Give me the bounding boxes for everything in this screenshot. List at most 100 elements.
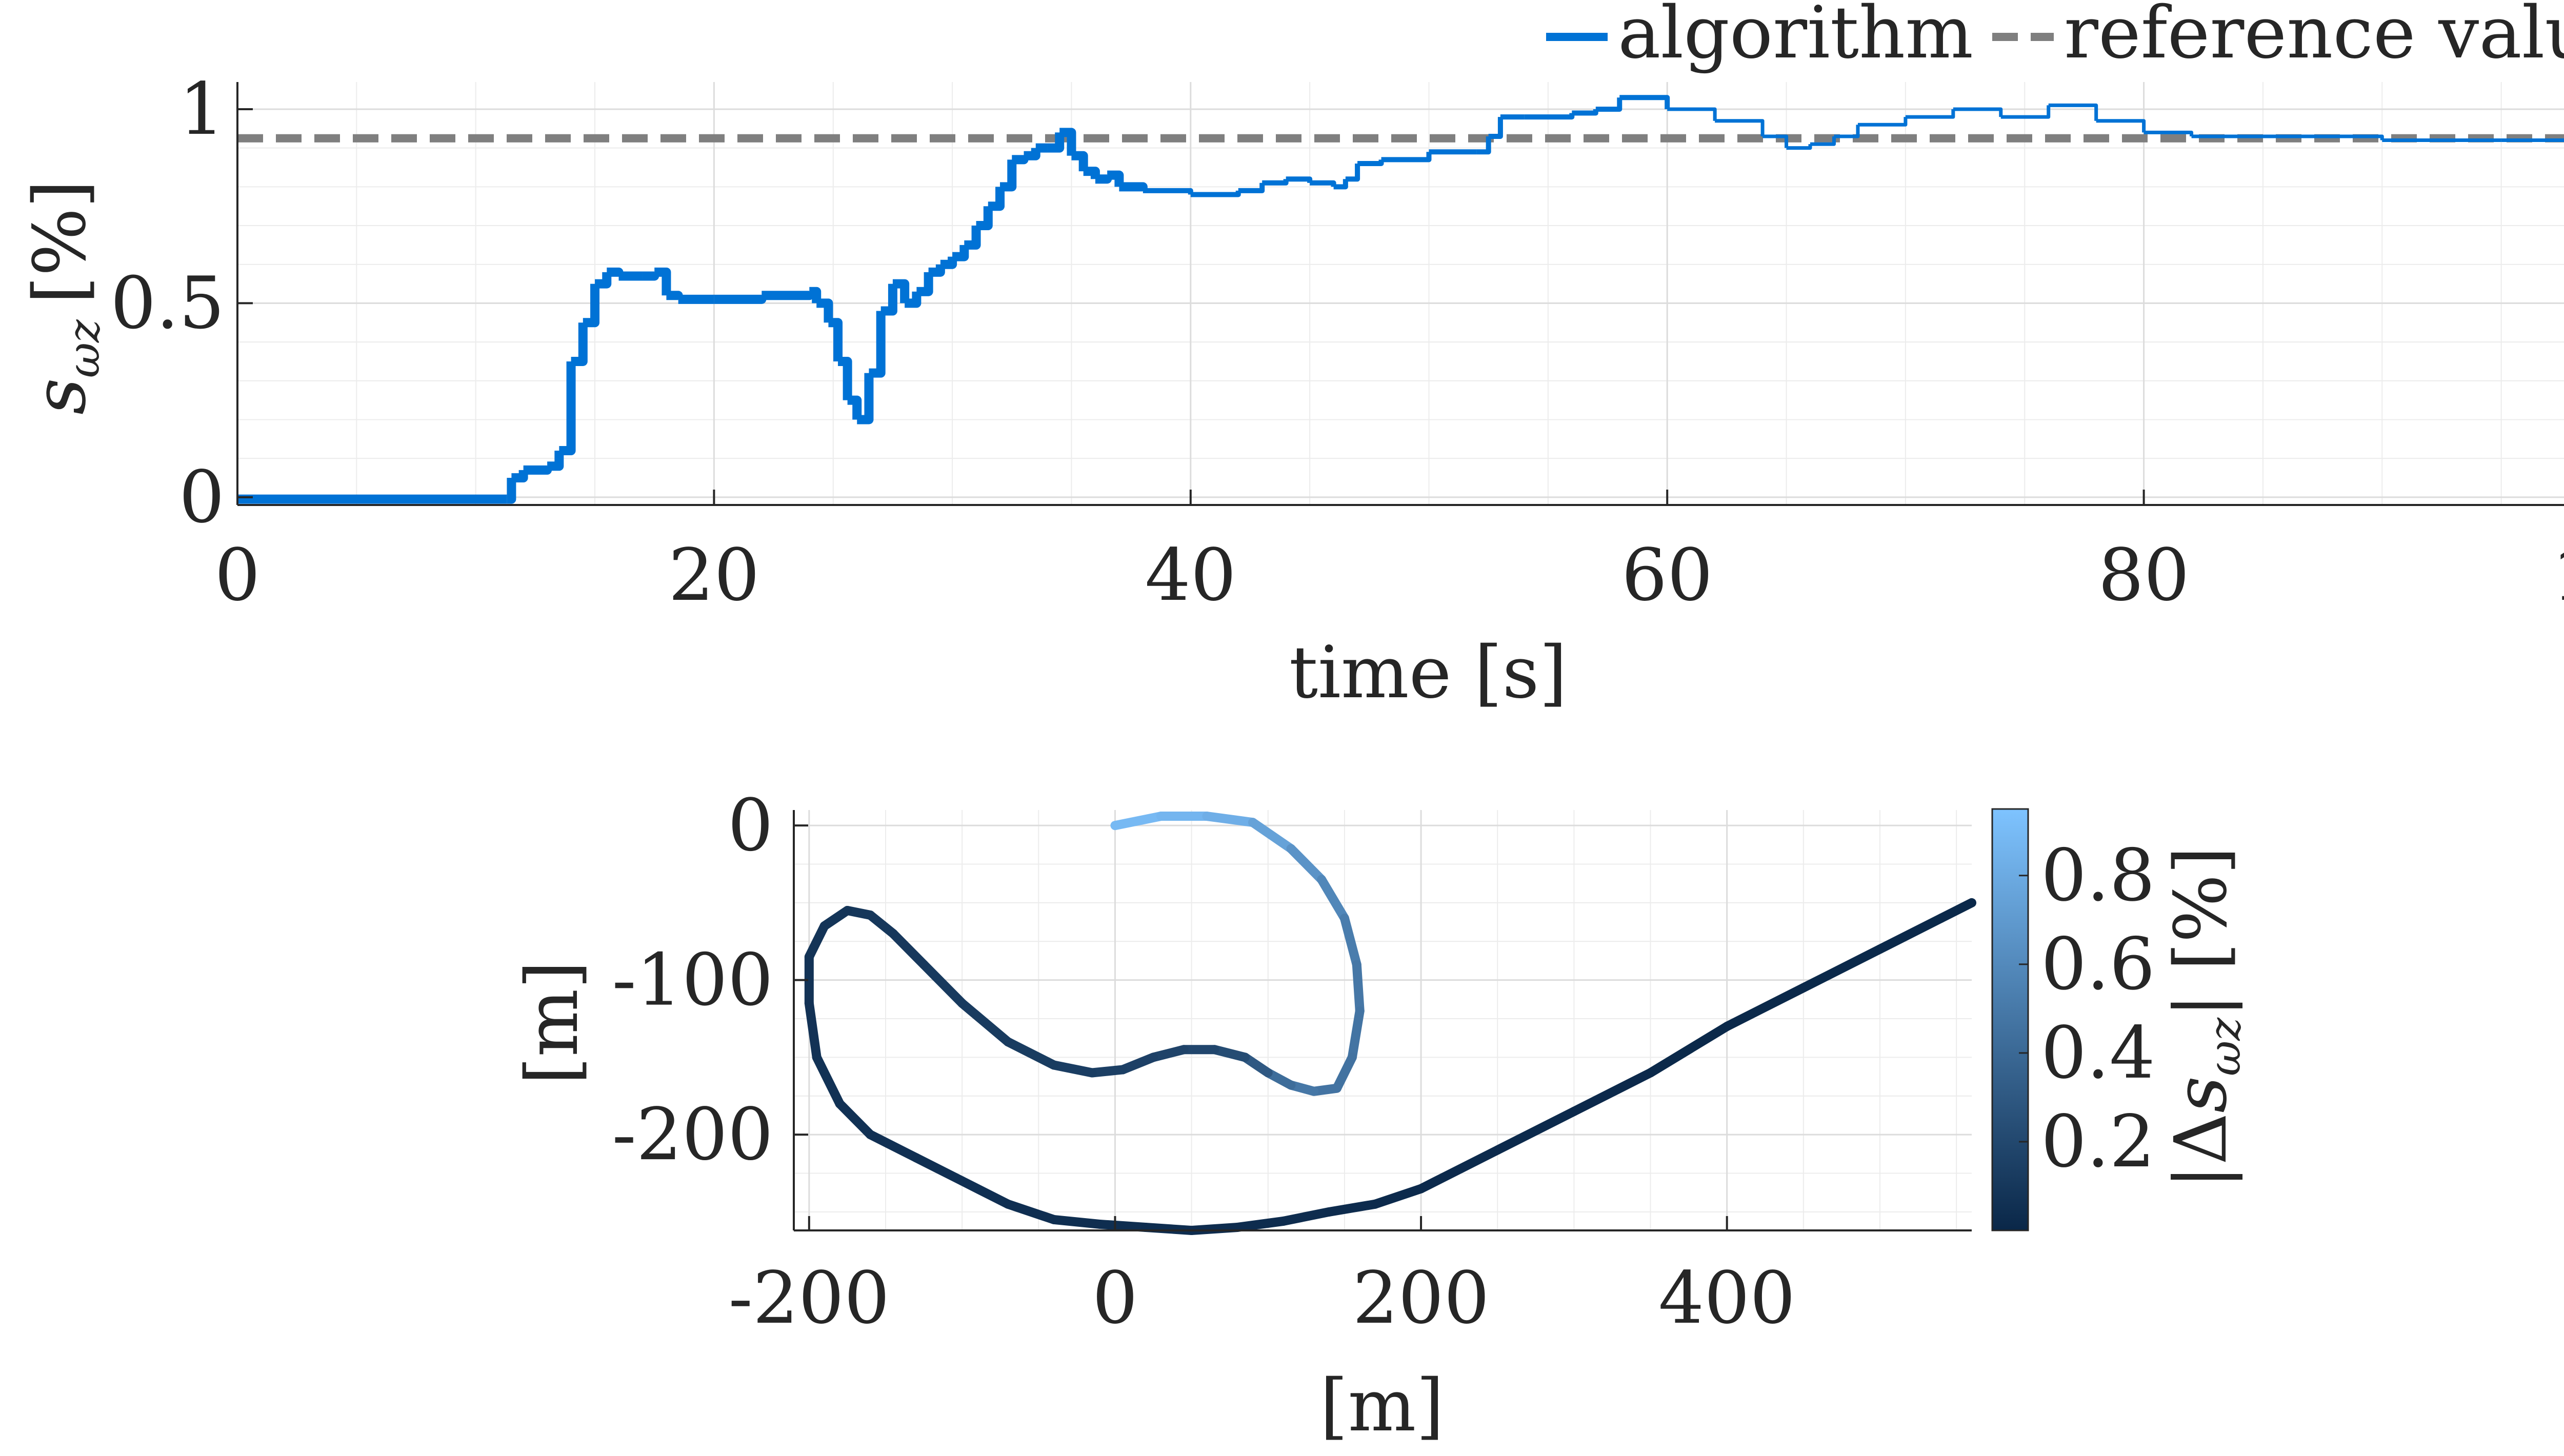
trajectory-segment (1493, 1106, 1579, 1155)
algorithm-line-segment (666, 291, 683, 300)
algorithm-line-segment (507, 478, 516, 504)
algorithm-line-segment (1619, 95, 1670, 109)
bottom-ytick-label: -100 (612, 939, 773, 1022)
algorithm-line-segment (828, 318, 843, 361)
trajectory-segment (1087, 1065, 1128, 1078)
algorithm-line-segment (1667, 107, 1717, 121)
trajectory-segment (1416, 1145, 1503, 1194)
algorithm-line-segment (714, 294, 767, 304)
trajectory-segment (1149, 1045, 1189, 1062)
top-ytick-labels: 00.51 (110, 68, 225, 539)
trajectory-segment (1798, 944, 1885, 993)
bottom-xtick-label: -200 (729, 1257, 890, 1340)
trajectory-segment (957, 1176, 1013, 1209)
time-series-plot: 020406080100 00.51 time [s] sωz[%] algor… (18, 0, 2564, 715)
algorithm-line-segment (1381, 152, 1432, 163)
algorithm-line-segment (964, 226, 981, 250)
trajectory-segment (1248, 818, 1296, 854)
top-ylabel-unit: [%] (18, 180, 102, 304)
algorithm-line-segment (1012, 155, 1029, 165)
trajectory-segment (1352, 960, 1365, 1016)
algorithm-line-segment (1071, 151, 1088, 172)
bottom-xtick-label: 200 (1352, 1257, 1489, 1340)
legend-label-algorithm: algorithm (1618, 0, 1973, 75)
trajectory-segment (1233, 1216, 1288, 1232)
bottom-ticks (794, 824, 1728, 1230)
algorithm-line-segment (1024, 148, 1040, 160)
colorbar-tick-label: 0.8 (2041, 834, 2155, 918)
algorithm-line-segment (1857, 117, 1908, 127)
algorithm-line-segment (1143, 188, 1193, 195)
top-xtick-label: 80 (2098, 534, 2190, 617)
trajectory-segment (919, 960, 967, 1008)
top-ylabel: sωz [%] (18, 180, 110, 415)
top-xtick-label: 40 (1145, 534, 1236, 617)
top-xtick-label: 20 (668, 534, 759, 617)
algorithm-line-segment (1595, 97, 1622, 112)
trajectory-segment (1210, 1045, 1250, 1062)
algorithm-line-segment (523, 465, 552, 475)
algorithm-line-segment (511, 470, 528, 483)
colorbar-ticks: 0.20.40.60.8 (2019, 834, 2155, 1184)
algorithm-line-segment (583, 284, 600, 328)
algorithm-line-segment (847, 395, 862, 420)
bottom-xtick-label: 0 (1092, 1257, 1138, 1340)
bottom-ylabel: [m] (511, 961, 594, 1085)
top-xtick-label: 60 (1621, 534, 1713, 617)
algorithm-line-segment (559, 361, 576, 456)
trajectory-segment (911, 1153, 967, 1186)
algorithm-line-segment (1190, 190, 1241, 197)
colorbar-label-subscript: ωz (2200, 1017, 2251, 1076)
trajectory-segment (1370, 1184, 1426, 1209)
algorithm-line-segment (1000, 159, 1017, 192)
colorbar-tick-label: 0.6 (2041, 923, 2155, 1006)
algorithm-line-segment (1357, 159, 1384, 166)
trajectory-segment (1569, 1068, 1655, 1116)
bottom-grid (794, 810, 1972, 1230)
colorbar-label-suffix: | [%] (2159, 846, 2243, 1018)
algorithm-line-segment (1905, 109, 1955, 119)
top-xlabel: time [s] (1289, 631, 1567, 715)
algorithm-line-segment (642, 271, 659, 281)
top-xtick-label: 0 (214, 534, 260, 617)
algorithm-line-segment (1762, 134, 1789, 148)
algorithm-line-segment (1047, 132, 1065, 153)
trajectory-segment (1646, 1022, 1732, 1078)
algorithm-line-segment (857, 373, 874, 424)
algorithm-line-segment (2501, 138, 2564, 143)
algorithm-line-segment (892, 279, 910, 304)
top-axes (236, 82, 2564, 506)
trajectory-segment (1003, 1037, 1059, 1070)
trajectory-segment (1875, 914, 1946, 954)
colorbar-label-symbol: s (2159, 1076, 2243, 1113)
top-ytick-label: 1 (179, 68, 225, 151)
algorithm-line-segment (952, 245, 969, 261)
algorithm-line-segment (1953, 107, 2003, 117)
algorithm-line-segment (816, 298, 833, 323)
algorithm-line-segment (838, 356, 852, 400)
algorithm-line-segment (1786, 144, 1812, 150)
trajectory-segment (1049, 1215, 1105, 1229)
bottom-axes (793, 810, 1972, 1231)
trajectory-segment (866, 911, 898, 939)
svg-text:sωz[%]: sωz [%] (18, 180, 110, 415)
top-series (237, 95, 2564, 504)
trajectory-segment (1003, 1199, 1059, 1224)
algorithm-line-segment (1810, 136, 1836, 146)
top-xtick-labels: 0 20 40 60 80 100 (214, 534, 2564, 617)
trajectory-segment (1722, 983, 1808, 1032)
algorithm-line-segment (1488, 117, 1503, 139)
trajectory-segment (1325, 1199, 1380, 1217)
bottom-ytick-label: 0 (728, 784, 773, 867)
colorbar-label: |Δsωz| [%] (2159, 846, 2251, 1189)
trajectory-segment (957, 998, 1013, 1047)
algorithm-line-segment (1083, 167, 1100, 179)
algorithm-line-segment (940, 256, 957, 269)
trajectory-segment (1339, 914, 1361, 969)
legend: algorithm reference value (1546, 0, 2564, 75)
trajectory-segment (1286, 844, 1327, 884)
algorithm-line-segment (2048, 103, 2098, 121)
trajectory-segment (804, 921, 829, 962)
trajectory-path (804, 812, 1976, 1235)
trajectory-segment (1278, 1207, 1334, 1226)
